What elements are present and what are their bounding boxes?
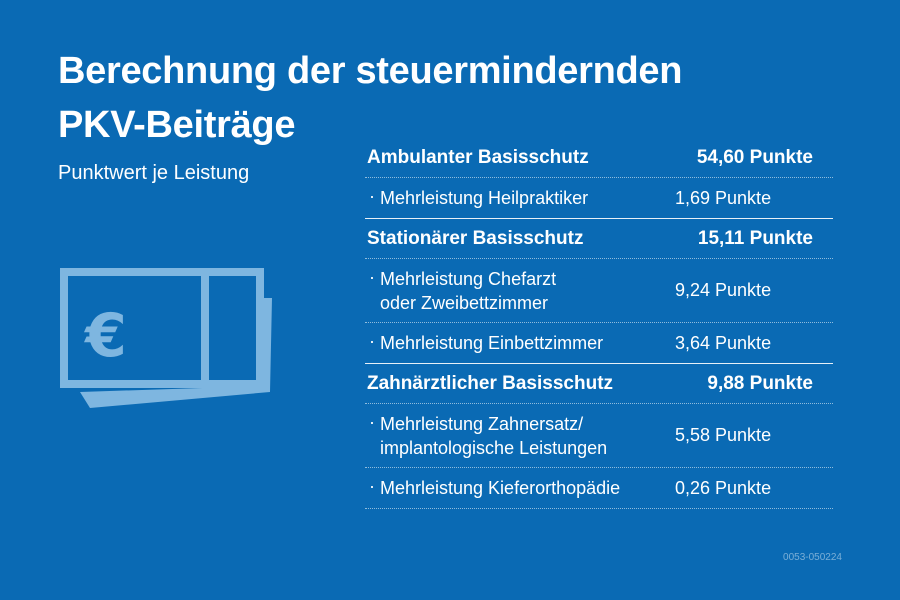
bullet-icon: · xyxy=(369,186,375,206)
page-title: Berechnung der steuermindernden PKV-Beit… xyxy=(58,44,682,152)
row-label-line: Mehrleistung Einbettzimmer xyxy=(380,333,604,353)
row-label-line: Mehrleistung Zahnersatz/ xyxy=(380,413,584,434)
row-label: Stationärer Basisschutz xyxy=(367,227,584,249)
row-label: Ambulanter Basisschutz xyxy=(367,146,589,168)
row-label-text: Mehrleistung Heilpraktiker xyxy=(380,186,588,210)
table-section-row: Zahnärztlicher Basisschutz 9,88 Punkte xyxy=(365,364,833,404)
points-table: Ambulanter Basisschutz 54,60 Punkte · Mehrl… xyxy=(365,138,833,509)
row-label-line: Mehrleistung Chefarzt xyxy=(380,268,557,289)
svg-text:€: € xyxy=(83,301,127,371)
table-row: · Mehrleistung Heilpraktiker 1,69 Punkte xyxy=(365,178,833,219)
row-label: · Mehrleistung Chefarzt oder Zweibettzimme… xyxy=(365,267,556,315)
row-value: 54,60 Punkte xyxy=(696,146,813,168)
row-label-text: Mehrleistung Chefarzt oder Zweibettzimmer xyxy=(380,267,556,315)
row-label-line: implantologische Leistungen xyxy=(380,437,608,458)
row-label: · Mehrleistung Kieferorthopädie xyxy=(365,476,620,500)
row-value: 9,88 Punkte xyxy=(707,372,813,394)
table-row: · Mehrleistung Zahnersatz/implantologisch… xyxy=(365,404,833,468)
bullet-icon: · xyxy=(369,476,375,496)
row-label-text: Mehrleistung Kieferorthopädie xyxy=(380,476,620,500)
row-label-line: Mehrleistung Heilpraktiker xyxy=(380,188,589,208)
row-label: · Mehrleistung Zahnersatz/implantologisch… xyxy=(365,412,607,460)
row-label: · Mehrleistung Heilpraktiker xyxy=(365,186,588,210)
document-code: 0053-050224 xyxy=(783,552,842,563)
row-label: · Mehrleistung Einbettzimmer xyxy=(365,331,603,355)
row-value: 9,24 Punkte xyxy=(675,280,772,300)
row-label-text: Mehrleistung Einbettzimmer xyxy=(380,331,603,355)
row-value: 5,58 Punkte xyxy=(675,425,772,445)
bullet-icon: · xyxy=(369,411,375,432)
row-value: 15,11 Punkte xyxy=(697,227,813,249)
row-value: 3,64 Punkte xyxy=(675,332,772,353)
bullet-icon: · xyxy=(369,266,375,287)
bullet-icon: · xyxy=(369,331,375,351)
table-row: · Mehrleistung Chefarzt oder Zweibettzimme… xyxy=(365,259,833,323)
row-label-text: Mehrleistung Zahnersatz/implantologische… xyxy=(380,412,607,460)
title-line-2: PKV-Beiträge xyxy=(58,104,296,146)
table-section-row: Ambulanter Basisschutz 54,60 Punkte xyxy=(365,138,833,178)
table-section-row: Stationärer Basisschutz 15,11 Punkte xyxy=(365,219,833,259)
table-row: · Mehrleistung Kieferorthopädie 0,26 Punkt… xyxy=(365,468,833,509)
row-value: 0,26 Punkte xyxy=(675,477,772,498)
subtitle: Punktwert je Leistung xyxy=(58,162,250,184)
row-label: Zahnärztlicher Basisschutz xyxy=(367,372,614,394)
table-row: · Mehrleistung Einbettzimmer 3,64 Punkte xyxy=(365,323,833,364)
euro-banknote-icon: € xyxy=(60,268,280,418)
row-label-line: Mehrleistung Kieferorthopädie xyxy=(380,478,621,498)
row-value: 1,69 Punkte xyxy=(675,187,772,208)
row-label-line: oder Zweibettzimmer xyxy=(380,292,549,313)
title-line-1: Berechnung der steuermindernden xyxy=(58,50,683,92)
